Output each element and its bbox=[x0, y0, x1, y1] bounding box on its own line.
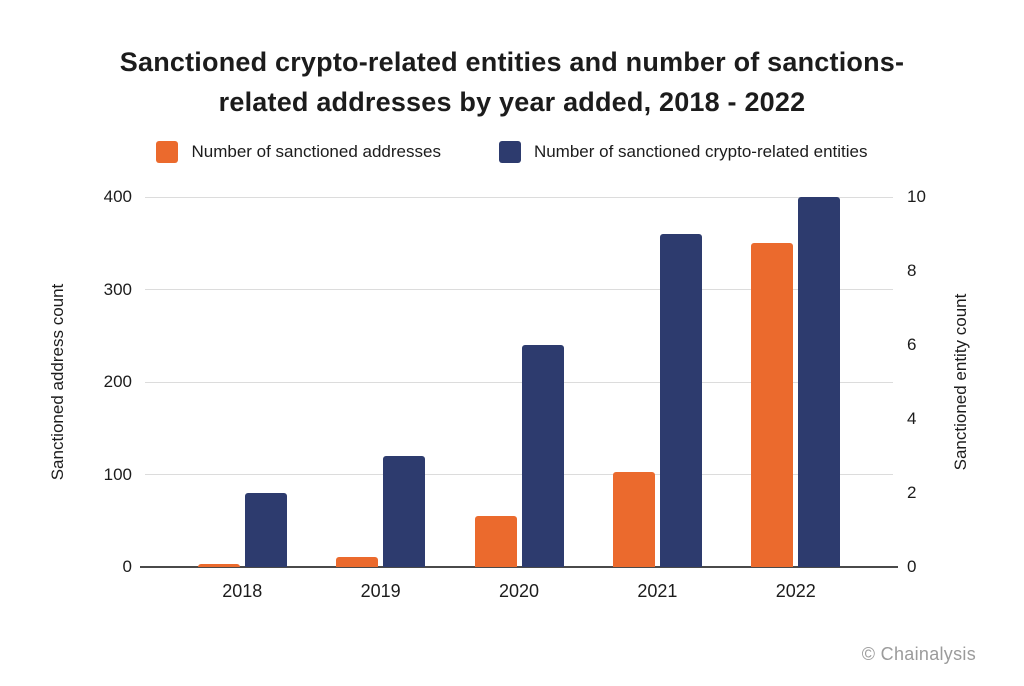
legend-label-addresses: Number of sanctioned addresses bbox=[191, 142, 441, 161]
legend: Number of sanctioned addresses Number of… bbox=[0, 141, 1024, 163]
gridline-400 bbox=[145, 196, 893, 198]
entities-swatch-icon bbox=[498, 141, 521, 163]
x-tick-label-2019: 2019 bbox=[360, 581, 401, 601]
y-tick-left-400: 400 bbox=[103, 187, 132, 206]
y-tick-right-0: 0 bbox=[907, 557, 917, 576]
bar-entities-2019 bbox=[383, 456, 426, 567]
y-tick-right-4: 4 bbox=[907, 409, 917, 428]
bar-addresses-2019 bbox=[336, 556, 379, 567]
bar-addresses-2020 bbox=[474, 516, 517, 567]
x-tick-label-2021: 2021 bbox=[637, 581, 678, 601]
y-tick-right-8: 8 bbox=[907, 261, 917, 280]
x-tick-label-2018: 2018 bbox=[222, 581, 263, 601]
x-axis-line bbox=[140, 566, 898, 568]
gridline-200 bbox=[145, 381, 893, 383]
addresses-swatch-icon bbox=[156, 141, 179, 163]
y-tick-left-300: 300 bbox=[103, 279, 132, 299]
right-axis-title: Sanctioned entity count bbox=[951, 293, 970, 471]
legend-label-entities: Number of sanctioned crypto-related enti… bbox=[533, 142, 868, 161]
y-tick-right-6: 6 bbox=[907, 335, 917, 354]
page-title: Sanctioned crypto-related entities and n… bbox=[0, 42, 1024, 122]
bar-addresses-2021 bbox=[612, 471, 655, 567]
gridline-100 bbox=[145, 474, 893, 475]
bar-addresses-2022 bbox=[751, 243, 794, 567]
y-tick-left-100: 100 bbox=[103, 464, 132, 484]
x-tick-label-2020: 2020 bbox=[498, 581, 540, 601]
page-title-line1: Sanctioned crypto-related entities and n… bbox=[119, 47, 905, 77]
legend-item-addresses: Number of sanctioned addresses bbox=[156, 141, 441, 163]
chainalysis-credit: © Chainalysis bbox=[861, 644, 976, 664]
y-tick-right-10: 10 bbox=[907, 187, 926, 206]
y-tick-left-0: 0 bbox=[122, 557, 132, 576]
y-tick-left-200: 200 bbox=[103, 372, 132, 391]
x-tick-label-2022: 2022 bbox=[775, 581, 816, 601]
bar-entities-2020 bbox=[521, 345, 564, 567]
legend-item-entities: Number of sanctioned crypto-related enti… bbox=[498, 141, 868, 163]
bar-addresses-2018 bbox=[197, 564, 240, 567]
bar-entities-2022 bbox=[798, 197, 841, 567]
bar-entities-2021 bbox=[659, 234, 702, 567]
page-title-line2: related addresses by year added, 2018 - … bbox=[218, 87, 806, 117]
y-tick-right-2: 2 bbox=[907, 483, 917, 502]
gridline-300 bbox=[145, 289, 893, 290]
bar-entities-2018 bbox=[244, 493, 287, 567]
